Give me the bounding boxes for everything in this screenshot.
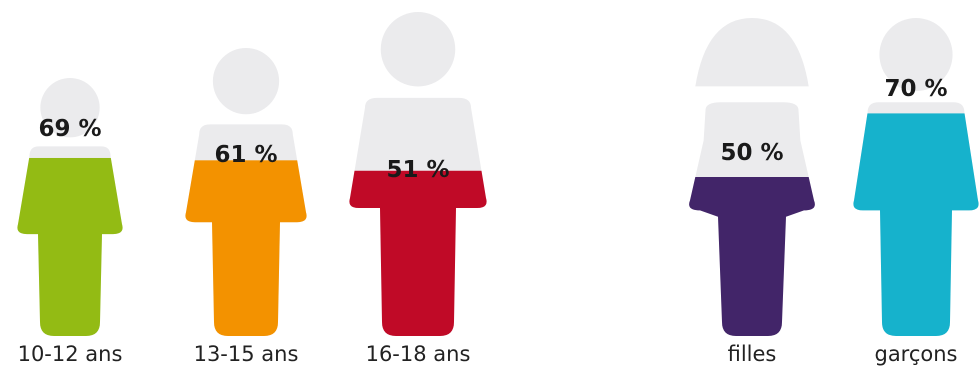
figure-head-16-18 [380,12,456,87]
figure-13-15 [185,48,307,336]
bar-fill-10-12 [17,157,123,336]
value-label-filles: 50 % [720,140,784,166]
value-label-garcons: 70 % [884,76,948,102]
figure-head-10-12 [40,78,100,138]
category-label-13-15: 13-15 ans [193,342,299,366]
value-label-16-18: 51 % [386,157,450,183]
figure-head-garcons [879,18,953,92]
figure-head-13-15 [212,48,280,115]
value-label-10-12: 69 % [38,116,102,142]
bar-fill-13-15 [185,160,307,336]
category-label-16-18: 16-18 ans [365,342,471,366]
category-label-garcons: garçons [874,342,958,366]
bar-fill-filles [689,177,815,337]
bar-fill-16-18 [349,170,487,336]
figure-filles [689,18,815,337]
bar-fill-garcons [853,113,979,337]
category-label-filles: filles [727,342,777,366]
category-label-10-12: 10-12 ans [17,342,123,366]
value-label-13-15: 61 % [214,142,278,168]
figure-head-filles [695,18,809,87]
figure-garcons [853,18,979,337]
